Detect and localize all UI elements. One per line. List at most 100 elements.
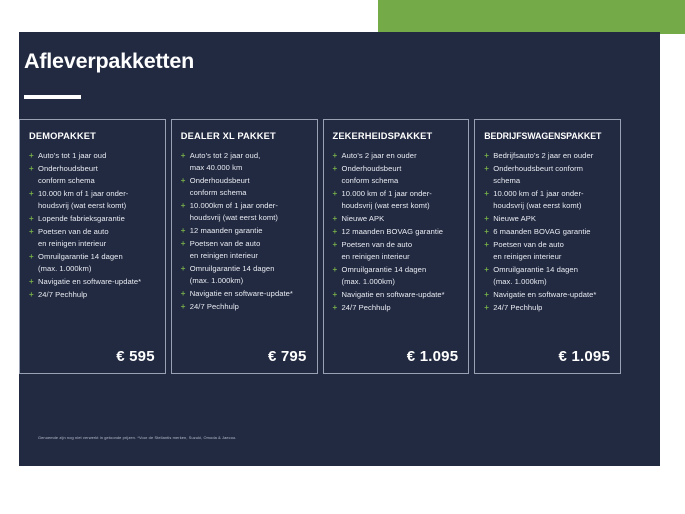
feature-item: +24/7 Pechhulp	[29, 289, 156, 301]
card-price: € 595	[116, 348, 155, 365]
plus-icon: +	[29, 277, 34, 287]
feature-item: + Poetsen van de auto en reinigen interieu…	[181, 238, 308, 261]
green-accent-block	[378, 0, 685, 34]
feature-text: 24/7 Pechhulp	[493, 303, 543, 313]
feature-item: +24/7 Pechhulp	[181, 301, 308, 313]
package-card-zekerheidspakket[interactable]: ZEKERHEIDSPAKKET + Auto's 2 jaar en ouder…	[322, 119, 470, 374]
feature-text: Onderhoudsbeurt conform	[493, 164, 584, 174]
plus-icon: +	[29, 214, 34, 224]
feature-list: + Auto's 2 jaar en ouder + Onderhoudsbeurt…	[333, 150, 460, 338]
feature-text: 24/7 Pechhulp	[189, 301, 239, 311]
feature-text: Onderhoudsbeurt	[189, 175, 250, 185]
feature-text: Navigatie en software-update*	[493, 290, 597, 300]
feature-item: + Omruilgarantie 14 dagen (max. 1.000km)	[29, 251, 156, 274]
feature-text: Navigatie en software-update*	[38, 277, 142, 287]
feature-item: +12 maanden garantie	[181, 225, 308, 237]
card-title: ZEKERHEIDSPAKKET	[332, 131, 433, 141]
plus-icon: +	[29, 164, 34, 174]
feature-item: + Poetsen van de auto en reinigen interieu…	[484, 239, 611, 262]
footnote-text: Genoemde zijn nog niet verwerkt in getoo…	[38, 435, 237, 440]
feature-text-cont: (max. 1.000km)	[341, 277, 395, 287]
plus-icon: +	[180, 301, 186, 311]
feature-text: Nieuwe APK	[341, 214, 385, 224]
feature-item: + Auto's tot 1 jaar oud	[29, 150, 156, 162]
feature-item: + Auto's 2 jaar en ouder	[333, 150, 460, 162]
feature-item: + Onderhoudsbeurt conform schema	[333, 163, 460, 186]
package-cards-row: DEMOPAKKET + Auto's tot 1 jaar oud + Onder…	[19, 119, 621, 374]
feature-text: Auto's 2 jaar en ouder	[341, 151, 417, 160]
feature-item: + Auto's tot 2 jaar oud, max 40.000 km	[181, 150, 308, 173]
plus-icon: +	[332, 265, 338, 275]
feature-text-cont: houdsvrij (wat eerst komt)	[341, 200, 430, 210]
feature-text-cont: conform schema	[189, 187, 247, 197]
page-title: Afleverpakketten	[24, 49, 195, 73]
plus-icon: +	[484, 189, 489, 199]
feature-text: Onderhoudsbeurt	[341, 164, 402, 174]
feature-text: Navigatie en software-update*	[341, 290, 445, 300]
feature-text: Auto's tot 1 jaar oud	[38, 151, 107, 160]
plus-icon: +	[29, 252, 34, 262]
plus-icon: +	[484, 240, 489, 250]
feature-text: 24/7 Pechhulp	[38, 290, 88, 300]
feature-list: + Auto's tot 1 jaar oud + Onderhoudsbeurt c…	[29, 150, 156, 338]
feature-text: 10.000 km of 1 jaar onder-	[493, 189, 584, 199]
feature-text: Omruilgarantie 14 dagen	[341, 265, 427, 275]
plus-icon: +	[29, 151, 34, 160]
feature-text: 10.000 km of 1 jaar onder-	[38, 189, 129, 199]
plus-icon: +	[29, 290, 34, 300]
card-title: DEALER XL PAKKET	[180, 131, 276, 141]
card-price: € 1.095	[406, 348, 459, 365]
package-card-demopakket[interactable]: DEMOPAKKET + Auto's tot 1 jaar oud + Onder…	[19, 119, 166, 374]
plus-icon: +	[332, 151, 338, 160]
plus-icon: +	[180, 225, 186, 235]
feature-text: 24/7 Pechhulp	[341, 303, 391, 313]
feature-text: Poetsen van de auto	[189, 238, 261, 248]
plus-icon: +	[484, 151, 489, 160]
feature-item: + Poetsen van de auto en reinigen interieu…	[29, 226, 156, 249]
feature-text: 12 maanden BOVAG garantie	[341, 227, 444, 237]
feature-text-cont: houdsvrij (wat eerst komt)	[189, 212, 278, 222]
feature-item: + Omruilgarantie 14 dagen (max. 1.000km)	[181, 263, 308, 286]
card-title: BEDRIJFSWAGENSPAKKET	[484, 131, 602, 141]
feature-text: 10.000km of 1 jaar onder-	[189, 200, 278, 210]
feature-text: Onderhoudsbeurt	[38, 164, 98, 174]
feature-item: + Bedrijfsauto's 2 jaar en ouder	[484, 150, 611, 162]
feature-item: + Onderhoudsbeurt conform schema	[29, 163, 156, 186]
plus-icon: +	[332, 164, 338, 174]
plus-icon: +	[180, 200, 186, 210]
feature-item: + Omruilgarantie 14 dagen (max. 1.000km)	[333, 264, 460, 287]
feature-item: +12 maanden BOVAG garantie	[333, 226, 460, 238]
feature-item: +10.000 km of 1 jaar onder-houdsvrij (wa…	[484, 188, 611, 211]
feature-text-cont: conform schema	[38, 175, 95, 185]
plus-icon: +	[332, 290, 338, 300]
plus-icon: +	[332, 227, 338, 237]
plus-icon: +	[484, 214, 489, 224]
feature-item: + Nieuwe APK	[484, 213, 611, 225]
feature-text: Poetsen van de auto	[38, 227, 109, 237]
plus-icon: +	[484, 290, 489, 300]
feature-text-cont: en reinigen interieur	[493, 252, 562, 262]
feature-item: +6 maanden BOVAG garantie	[484, 226, 611, 238]
feature-text-cont: (max. 1.000km)	[493, 277, 547, 287]
feature-text-cont: en reinigen interieur	[38, 238, 107, 248]
feature-text: Poetsen van de auto	[493, 240, 564, 250]
feature-text: Poetsen van de auto	[341, 240, 413, 250]
feature-text: Nieuwe APK	[493, 214, 536, 224]
plus-icon: +	[180, 151, 186, 160]
plus-icon: +	[332, 214, 338, 224]
feature-text-cont: max 40.000 km	[189, 162, 243, 172]
package-card-bedrijfswagenspakket[interactable]: BEDRIJFSWAGENSPAKKET + Bedrijfsauto's 2 j…	[474, 119, 621, 374]
title-underline-rule	[24, 95, 81, 99]
feature-text: 6 maanden BOVAG garantie	[493, 227, 591, 237]
feature-item: +10.000 km of 1 jaar onder-houdsvrij (wa…	[333, 188, 460, 211]
feature-text: Omruilgarantie 14 dagen	[493, 265, 578, 275]
package-card-dealer-xl-pakket[interactable]: DEALER XL PAKKET + Auto's tot 2 jaar oud,…	[170, 119, 318, 374]
plus-icon: +	[29, 227, 34, 237]
feature-text: Bedrijfsauto's 2 jaar en ouder	[493, 151, 594, 160]
feature-text: Auto's tot 2 jaar oud,	[189, 151, 261, 160]
card-price: € 1.095	[558, 348, 610, 365]
feature-text: Omruilgarantie 14 dagen	[38, 252, 123, 262]
plus-icon: +	[180, 175, 186, 185]
plus-icon: +	[332, 303, 338, 313]
plus-icon: +	[484, 164, 489, 174]
